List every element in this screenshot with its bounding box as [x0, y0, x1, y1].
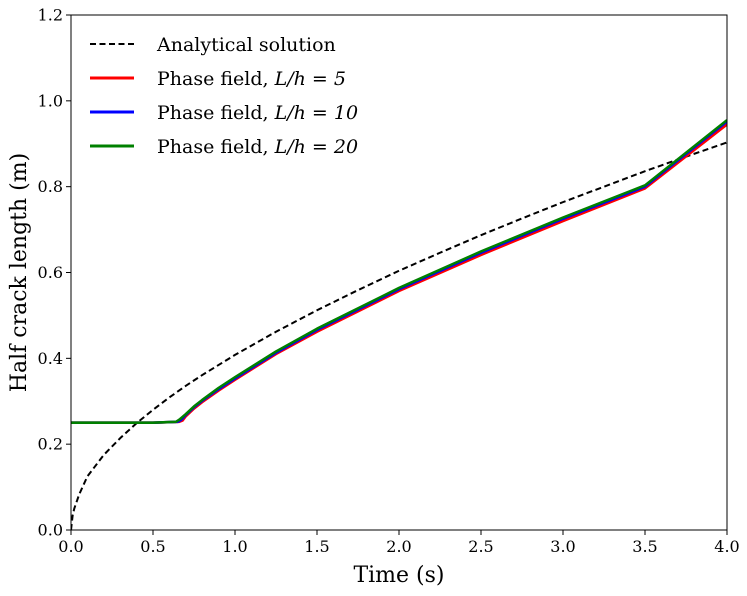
x-axis-label: Time (s)	[353, 563, 444, 588]
x-tick-label: 1.5	[304, 537, 329, 556]
legend-label-1: Phase field, L/h = 5	[157, 68, 346, 90]
legend-label-3: Phase field, L/h = 20	[157, 136, 358, 158]
legend-label-2: Phase field, L/h = 10	[157, 102, 358, 124]
legend-label-prefix: Phase field,	[157, 102, 275, 124]
legend-label-math: L/h = 5	[274, 68, 346, 90]
series-line-3	[71, 119, 727, 425]
y-tick-label: 0.0	[38, 521, 63, 540]
y-tick-label: 0.2	[38, 435, 63, 454]
y-tick-label: 0.6	[38, 263, 63, 282]
x-tick-label: 1.0	[222, 537, 247, 556]
legend-label-text: Analytical solution	[156, 34, 336, 56]
legend-label-0: Analytical solution	[156, 34, 336, 56]
x-tick-label: 0.5	[140, 537, 165, 556]
y-tick-label: 1.0	[38, 91, 63, 110]
legend-label-prefix: Phase field,	[157, 68, 275, 90]
series-line-0	[71, 141, 727, 530]
y-axis-label: Half crack length (m)	[7, 153, 32, 392]
y-tick-label: 0.8	[38, 177, 63, 196]
series-layer	[71, 119, 727, 530]
y-axis: 0.0 0.2 0.4 0.6 0.8 1.0 1.2	[38, 6, 71, 540]
x-tick-label: 2.5	[468, 537, 493, 556]
legend-label-math: L/h = 10	[274, 102, 358, 124]
legend-label-prefix: Phase field,	[157, 136, 275, 158]
legend-label-math: L/h = 20	[274, 136, 358, 158]
x-tick-label: 0.0	[58, 537, 83, 556]
x-axis: 0.0 0.5 1.0 1.5 2.0 2.5 3.0 3.5 4.0	[58, 530, 740, 556]
x-tick-label: 4.0	[714, 537, 739, 556]
x-tick-label: 3.0	[550, 537, 575, 556]
y-tick-label: 1.2	[38, 6, 63, 25]
x-tick-label: 3.5	[632, 537, 657, 556]
x-tick-label: 2.0	[386, 537, 411, 556]
y-tick-label: 0.4	[38, 349, 63, 368]
